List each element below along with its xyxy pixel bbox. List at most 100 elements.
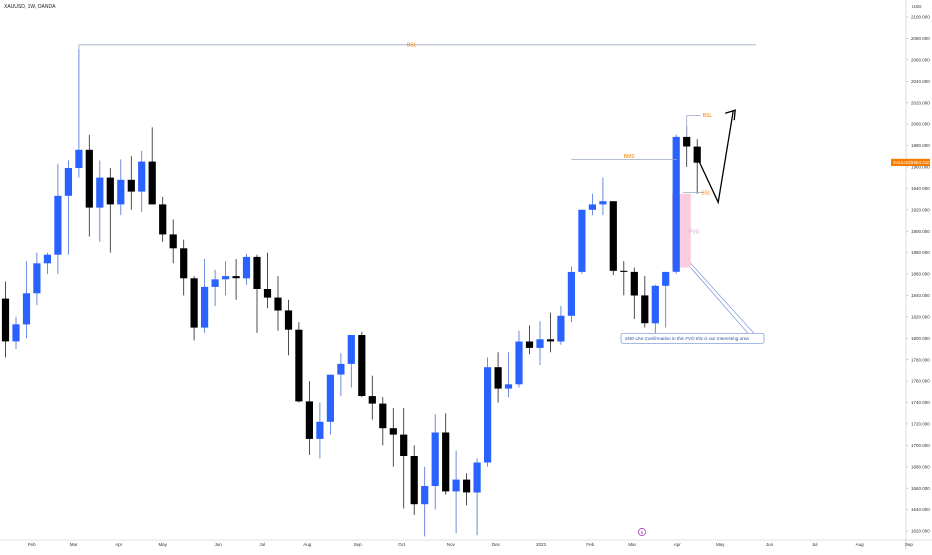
candle-body [473,462,481,493]
x-axis-ticks: Feb Mar Apr May Jun Jul Aug Sep Oct Nov Dec 2023 Feb… [28,542,914,547]
x-tick-label: May [158,542,167,547]
candle-body [106,177,114,205]
x-tick-label: Sep [354,542,363,547]
x-tick-label: Apr [674,542,682,547]
bsl-top-label: BSL [407,43,417,49]
y-tick-label: 1940.000 [911,186,930,191]
x-tick-label: Mar [628,542,636,547]
candle-body [620,270,628,272]
x-tick-label: Nov [447,542,456,547]
last-price-symbol: XAUUSD [893,160,913,165]
candle-body [389,428,397,435]
x-tick-label: Oct [398,542,406,547]
x-tick-label: Sep [905,542,914,547]
candle-body [232,276,240,279]
candle-body [33,263,41,294]
projection-arrow [698,111,734,205]
candle-body [463,479,471,493]
candle-body [326,374,334,422]
candle-body [22,293,31,325]
candle-body [1,298,10,342]
x-tick-label: Feb [28,542,36,547]
candle-body [12,324,20,342]
y-tick-label: 1740.000 [911,400,930,405]
candle-body [421,486,429,505]
candle-body [263,289,272,298]
y-tick-label: 1920.000 [911,207,930,212]
candle-body [274,297,282,311]
y-tick-label: 2040.000 [911,79,930,84]
candle-body [368,396,376,404]
candle-body [588,204,596,210]
x-tick-label: Jul [259,542,265,547]
x-tick-label: Jun [215,542,223,547]
replay-icon[interactable] [638,528,646,536]
y-tick-label: 1900.000 [911,229,930,234]
note-text: M30 Use Confirmation in this FVG this is… [625,336,749,341]
x-tick-label: Aug [856,542,865,547]
y-tick-label: 1820.000 [911,314,930,319]
y-tick-label: 1700.000 [911,443,930,448]
candle-body [693,146,701,163]
candle-body [662,271,670,286]
candle-body [442,432,450,492]
x-tick-label: 2023 [536,542,547,547]
candle-body [431,432,439,486]
candle-body [504,384,513,389]
candle-body [484,367,492,463]
candle-body [578,209,586,272]
candle-body [525,341,534,348]
ssl-label: SSL [701,190,711,196]
x-tick-label: May [716,542,725,547]
candle-body [546,339,555,342]
y-tick-label: 1760.000 [911,379,930,384]
candle-body [630,271,638,296]
candle-body [180,248,188,279]
fvg-label: FVG [689,229,699,235]
x-tick-label: Jun [766,542,774,547]
y-tick-label: 2020.000 [911,100,930,105]
y-tick-label: 2080.000 [911,36,930,41]
candle-body [536,339,544,348]
candle-body [651,285,659,324]
x-tick-label: Aug [303,542,312,547]
note-box [620,332,765,344]
candle-body [295,329,303,402]
candle-body [379,403,387,429]
currency-label: USD [912,4,922,9]
candle-body [567,271,575,316]
candle-body [242,256,251,279]
y-tick-label: 1960.000 [911,165,930,170]
candle-body [169,234,177,249]
candle-body [75,149,83,168]
bsl-right-label: BSL [703,113,713,119]
x-tick-label: Mar [70,542,78,547]
candle-body [557,315,565,342]
candle-body [609,201,617,271]
candle-body [159,204,167,235]
candle-body [347,335,355,364]
candle-body [358,335,366,396]
y-tick-label: 1860.000 [911,272,930,277]
note-pointer [690,267,749,334]
candle-body [515,341,523,385]
bsl-top-line [78,44,756,50]
y-tick-label: 1980.000 [911,143,930,148]
bsl-right-line [686,115,701,137]
y-tick-label: 1620.000 [911,529,930,534]
y-tick-label: 1720.000 [911,422,930,427]
y-axis-ticks: 2100.000 2080.000 2060.000 2040.000 2020.000… [906,15,930,534]
candle-body [253,256,261,289]
candle-body [683,136,691,147]
y-tick-label: 1640.000 [911,507,930,512]
candle-body [43,254,51,264]
replay-icon-glyph: 5 [641,530,644,535]
candle-body [138,161,146,192]
last-price-value: 1964.210 [911,160,930,165]
candle-body [452,479,460,492]
symbol-label: XAUUSD, 1W, OANDA [4,4,56,10]
y-tick-label: 1800.000 [911,336,930,341]
annotations: BSL BSL BMS SSL M30 Use Confirmation in … [78,43,765,344]
